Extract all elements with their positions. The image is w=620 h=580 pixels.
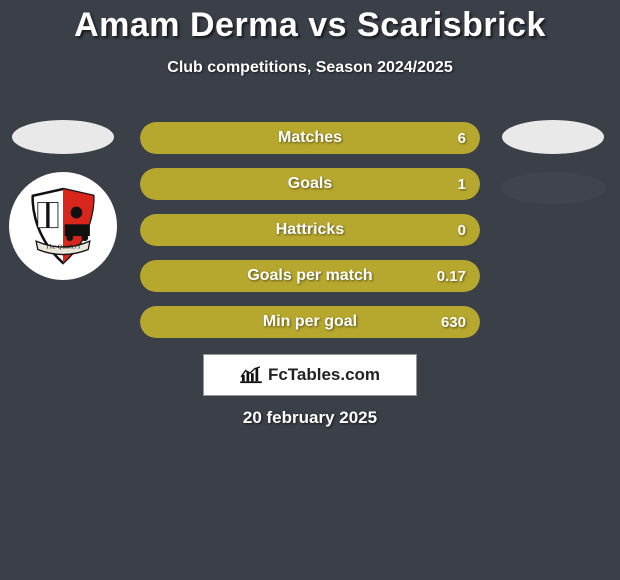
bar-value-right: 0.17 xyxy=(437,260,466,292)
bar-label: Min per goal xyxy=(140,306,480,338)
bar-label: Matches xyxy=(140,122,480,154)
bar-value-right: 630 xyxy=(441,306,466,338)
bar-label: Hattricks xyxy=(140,214,480,246)
stat-row-matches: Matches6 xyxy=(140,122,480,154)
stat-row-goals-per-match: Goals per match0.17 xyxy=(140,260,480,292)
bar-chart-icon xyxy=(240,366,262,384)
shield-icon: The Quakers xyxy=(21,184,105,268)
bar-value-right: 0 xyxy=(458,214,466,246)
brand-badge[interactable]: FcTables.com xyxy=(203,354,417,396)
club-crest-right-placeholder xyxy=(500,172,606,204)
right-player-column xyxy=(498,120,608,204)
stat-bars: Matches6Goals1Hattricks0Goals per match0… xyxy=(140,122,480,338)
stat-row-goals: Goals1 xyxy=(140,168,480,200)
snapshot-date: 20 february 2025 xyxy=(0,408,620,428)
brand-text: FcTables.com xyxy=(268,365,380,385)
player-silhouette-right xyxy=(502,120,604,154)
stat-row-hattricks: Hattricks0 xyxy=(140,214,480,246)
crest-ribbon-text: The Quakers xyxy=(46,244,81,251)
page-subtitle: Club competitions, Season 2024/2025 xyxy=(0,59,620,77)
bar-label: Goals xyxy=(140,168,480,200)
page-title: Amam Derma vs Scarisbrick xyxy=(0,0,620,45)
left-player-column: The Quakers xyxy=(8,120,118,280)
club-crest-left: The Quakers xyxy=(9,172,117,280)
bar-value-right: 1 xyxy=(458,168,466,200)
player-silhouette-left xyxy=(12,120,114,154)
bar-label: Goals per match xyxy=(140,260,480,292)
stat-row-min-per-goal: Min per goal630 xyxy=(140,306,480,338)
bar-value-right: 6 xyxy=(458,122,466,154)
